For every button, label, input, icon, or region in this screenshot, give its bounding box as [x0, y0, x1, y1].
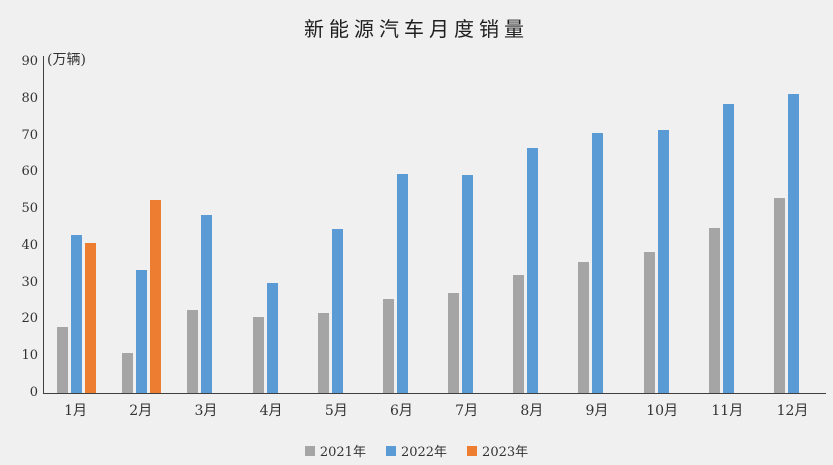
x-axis-labels: 1月 2月 3月 4月 5月 6月 7月 8月 9月 10月 11月 12月 — [43, 400, 825, 420]
x-axis-label-5月: 5月 — [324, 403, 348, 419]
y-axis-tick-label: 60 — [21, 164, 38, 180]
bar-group-12月 — [761, 56, 826, 393]
y-axis-tick-label: 20 — [21, 311, 38, 327]
x-axis-label-8月: 8月 — [520, 403, 544, 419]
y-axis-tick-label: 40 — [21, 237, 38, 253]
bar-2021年-2月 — [122, 352, 134, 393]
x-axis-label-11月: 11月 — [711, 403, 744, 419]
bar-2021年-3月 — [187, 309, 199, 393]
legend-swatch-icon — [467, 445, 478, 456]
bar-2022年-5月 — [331, 228, 343, 393]
y-axis-tick-label: 70 — [21, 127, 38, 143]
legend-swatch-icon — [304, 445, 315, 456]
x-axis-label-2月: 2月 — [129, 403, 153, 419]
x-axis-label-4月: 4月 — [259, 403, 283, 419]
bar-2022年-3月 — [201, 215, 213, 393]
bar-2022年-6月 — [396, 173, 408, 393]
bar-2021年-12月 — [773, 197, 785, 393]
y-axis-tick-label: 90 — [21, 54, 38, 69]
bar-2022年-7月 — [462, 174, 474, 393]
bar-group-3月 — [174, 56, 239, 393]
bar-group-10月 — [631, 56, 696, 393]
bar-2021年-4月 — [252, 317, 264, 393]
y-axis-tick-label: 10 — [21, 348, 38, 364]
x-axis-label-12月: 12月 — [776, 403, 809, 419]
x-axis-label-1月: 1月 — [64, 403, 88, 419]
bar-group-1月 — [44, 56, 109, 393]
x-axis-label-3月: 3月 — [194, 403, 218, 419]
y-axis-tick-label: 0 — [29, 385, 38, 400]
legend-label: 2021年 — [319, 445, 366, 460]
bar-2022年-10月 — [657, 130, 669, 393]
bar-2021年-11月 — [708, 227, 720, 393]
bar-2022年-11月 — [722, 103, 734, 393]
x-axis-label-9月: 9月 — [585, 403, 609, 419]
legend-swatch-icon — [385, 445, 396, 456]
legend-item-2022年: 2022年 — [385, 441, 448, 460]
y-axis-tick-label: 50 — [21, 201, 38, 217]
bar-2021年-8月 — [513, 274, 525, 393]
legend-item-2023年: 2023年 — [467, 441, 528, 460]
legend-item-2021年: 2021年 — [304, 441, 366, 460]
bar-group-8月 — [500, 56, 565, 393]
legend: 2021年 2022年 2023年 — [0, 441, 833, 460]
bar-group-7月 — [435, 56, 500, 393]
y-axis-tick-label: 80 — [21, 90, 38, 106]
plot-area — [43, 56, 826, 394]
bar-2022年-4月 — [266, 283, 278, 393]
bar-2021年-5月 — [317, 313, 329, 393]
bar-2022年-8月 — [527, 148, 539, 393]
x-axis-label-6月: 6月 — [389, 403, 413, 419]
bar-2022年-1月 — [71, 234, 83, 393]
bar-group-5月 — [305, 56, 370, 393]
x-axis-label-7月: 7月 — [455, 403, 479, 419]
bar-2021年-1月 — [57, 327, 69, 393]
y-axis-unit-label: (万辆) — [47, 52, 86, 68]
bar-group-4月 — [240, 56, 305, 393]
bar-group-9月 — [565, 56, 630, 393]
chart-title: 新能源汽车月度销量 — [304, 17, 529, 41]
y-axis-tick-label: 30 — [21, 274, 38, 290]
bar-group-11月 — [696, 56, 761, 393]
bar-2022年-2月 — [136, 270, 148, 393]
bar-2023年-1月 — [85, 242, 97, 393]
bar-group-6月 — [370, 56, 435, 393]
legend-label: 2022年 — [400, 445, 448, 460]
bar-2021年-10月 — [643, 252, 655, 393]
x-axis-label-10月: 10月 — [646, 403, 679, 419]
bar-2023年-2月 — [150, 199, 162, 393]
bar-2021年-6月 — [382, 298, 394, 393]
bar-2021年-7月 — [448, 293, 460, 393]
bar-2021年-9月 — [578, 261, 590, 393]
bar-group-2月 — [109, 56, 174, 393]
bar-2022年-12月 — [787, 93, 799, 393]
legend-label: 2023年 — [482, 445, 529, 460]
bar-2022年-9月 — [592, 132, 604, 393]
